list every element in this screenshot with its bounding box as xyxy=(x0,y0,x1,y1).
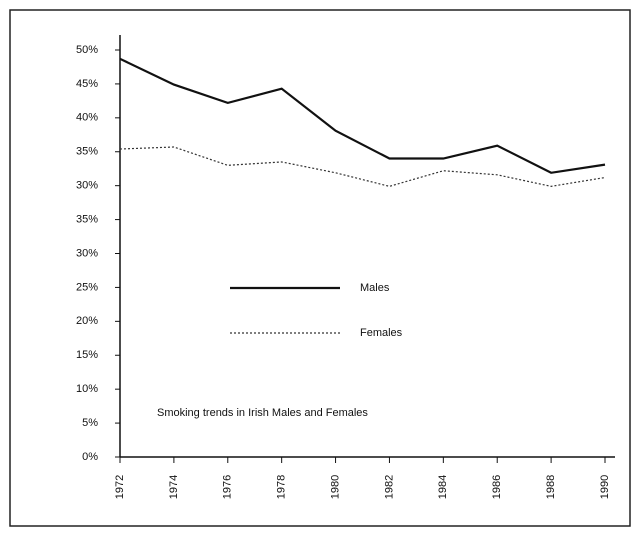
x-tick-label: 1972 xyxy=(114,475,126,499)
x-tick-label: 1976 xyxy=(222,475,234,499)
y-tick-label: 20% xyxy=(76,315,98,327)
x-tick-label: 1988 xyxy=(545,475,557,499)
y-tick-label: 30% xyxy=(76,247,98,259)
line-series xyxy=(119,57,606,174)
y-tick-label: 10% xyxy=(76,383,98,395)
line-series xyxy=(119,146,606,187)
y-tick-label: 50% xyxy=(76,44,98,56)
y-tick-label: 35% xyxy=(76,213,98,225)
y-tick-label: 45% xyxy=(76,78,98,90)
y-tick-label: 25% xyxy=(76,281,98,293)
x-tick-label: 1974 xyxy=(168,475,180,499)
x-tick-label: 1986 xyxy=(491,475,503,499)
annotation: Smoking trends in Irish Males and Female… xyxy=(157,407,368,419)
y-tick-label: 0% xyxy=(82,451,98,463)
x-tick-label: 1982 xyxy=(383,475,395,499)
x-tick-label: 1980 xyxy=(329,475,341,499)
frame xyxy=(9,9,631,527)
y-tick-label: 35% xyxy=(76,146,98,158)
x-tick-label: 1978 xyxy=(276,475,288,499)
y-tick-label: 15% xyxy=(76,349,98,361)
y-tick-label: 5% xyxy=(82,417,98,429)
y-tick-label: 30% xyxy=(76,180,98,192)
x-tick-label: 1990 xyxy=(599,475,611,499)
x-tick-label: 1984 xyxy=(437,475,449,499)
legend-label: Males xyxy=(360,282,390,294)
legend-label: Females xyxy=(360,327,403,339)
y-tick-label: 40% xyxy=(76,112,98,124)
